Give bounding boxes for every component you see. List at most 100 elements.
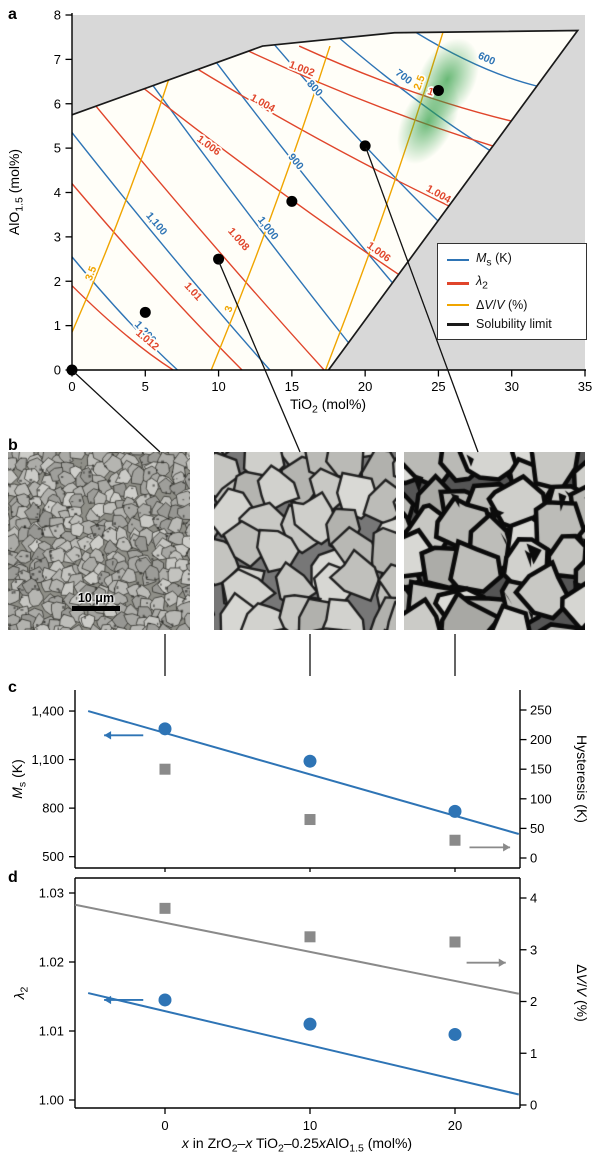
svg-text:50: 50 [530,821,544,836]
lambda2-volume-chart: 1.00 1.01 1.02 1.03 0 1 2 3 4 0 10 20 λ2 ΔV/V (%) x in… [11,877,590,1155]
panel-label-a: a [8,6,17,23]
axes: 0 5 10 15 20 25 30 35 0 1 2 3 4 5 6 7 8 [54,8,592,395]
svg-text:7: 7 [54,52,61,67]
volume-change-point [159,902,171,914]
svg-text:ΔV/V (%): ΔV/V (%) [574,964,590,1022]
ms-hysteresis-chart: 500 800 1,100 1,400 0 50 100 150 200 250 Ms (K) Hys… [9,690,590,872]
svg-text:1,100: 1,100 [31,752,64,767]
volume-change-point [449,936,461,948]
lambda2-point [448,1027,462,1041]
svg-text:6: 6 [54,96,61,111]
ms-point [448,804,462,818]
svg-text:0: 0 [530,851,537,866]
hysteresis-point [159,763,171,775]
data-markers [158,722,462,846]
ms-point [303,754,317,768]
right-axis-label: ΔV/V (%) [574,964,590,1022]
axis-ticks: 500 800 1,100 1,400 0 50 100 150 200 250 [31,703,552,872]
svg-text:10: 10 [303,1118,317,1133]
svg-text:0: 0 [530,1098,537,1113]
scale-bar: 10 μm [64,591,128,611]
left-axis-label: Ms (K) [9,759,29,798]
scale-bar-line [72,606,120,611]
sem-image-1 [8,452,190,630]
legend: Ms (K) λ2 ΔV/V (%) Solubility limit [437,243,587,340]
svg-text:200: 200 [530,732,552,747]
svg-text:2: 2 [54,274,61,289]
panel-label-b: b [8,437,18,454]
svg-text:0: 0 [161,1118,168,1133]
svg-text:20: 20 [448,1118,462,1133]
legend-line-swatch [447,323,469,326]
legend-item: ΔV/V (%) [447,298,577,312]
svg-text:15: 15 [285,379,299,394]
svg-text:4: 4 [54,185,61,200]
svg-text:4: 4 [530,891,537,906]
svg-text:λ2: λ2 [11,986,31,1000]
svg-text:1: 1 [54,318,61,333]
legend-line-swatch [447,282,469,285]
solubility-limit-line [71,29,580,371]
right-axis-label: Hysteresis (K) [574,735,590,823]
legend-label: Solubility limit [476,317,552,332]
svg-text:0: 0 [54,363,61,378]
svg-text:500: 500 [42,849,64,864]
hysteresis-point [449,834,461,846]
svg-text:1,400: 1,400 [31,704,64,719]
axis-arrows [104,958,506,1005]
svg-text:5: 5 [142,379,149,394]
legend-item: Solubility limit [447,317,577,331]
svg-text:1.01: 1.01 [39,1024,64,1039]
svg-text:AlO1.5 (mol%): AlO1.5 (mol%) [6,149,26,235]
x-axis-label: TiO2 (mol%) [290,396,366,416]
svg-text:35: 35 [578,379,592,394]
lambda2-point [158,993,172,1007]
x-axis-label: x in ZrO2–x TiO2–0.25xAlO1.5 (mol%) [181,1135,412,1155]
panel-label-c: c [8,679,17,696]
axis-ticks: 1.00 1.01 1.02 1.03 0 1 2 3 4 0 10 20 [39,886,538,1134]
svg-text:150: 150 [530,762,552,777]
data-markers [158,902,462,1041]
svg-text:Ms (K): Ms (K) [9,759,29,798]
sem-image-3 [404,452,585,630]
svg-text:1.02: 1.02 [39,955,64,970]
legend-label: λ2 [476,274,488,292]
legend-item: λ2 [447,274,577,292]
svg-text:100: 100 [530,791,552,806]
svg-text:5: 5 [54,141,61,156]
svg-text:TiO2 (mol%): TiO2 (mol%) [290,396,366,416]
legend-label: Ms (K) [476,251,512,269]
svg-text:1: 1 [530,1046,537,1061]
scale-bar-label: 10 μm [77,591,115,605]
hysteresis-point [304,814,316,826]
frame [74,690,521,869]
legend-line-swatch [447,258,469,262]
volume-change-point [304,931,316,943]
svg-text:3: 3 [54,229,61,244]
svg-text:3: 3 [530,942,537,957]
svg-text:30: 30 [504,379,518,394]
svg-text:Hysteresis (K): Hysteresis (K) [574,735,590,823]
svg-text:800: 800 [42,801,64,816]
sem-image-2 [214,452,396,630]
green-highlight [396,38,480,165]
lambda2-point [303,1017,317,1031]
trend-lines [74,903,520,1096]
contour-region [72,32,537,370]
legend-label: ΔV/V (%) [476,297,528,312]
axis-arrows [104,731,511,852]
svg-text:250: 250 [530,703,552,718]
svg-text:8: 8 [54,8,61,23]
svg-text:x in ZrO2–x TiO2–0.25xAlO1.5 (: x in ZrO2–x TiO2–0.25xAlO1.5 (mol%) [181,1135,412,1155]
left-axis-label: λ2 [11,986,31,1000]
svg-text:20: 20 [358,379,372,394]
svg-text:10: 10 [211,379,225,394]
y-axis-label: AlO1.5 (mol%) [6,149,26,235]
svg-text:25: 25 [431,379,445,394]
frame [74,877,521,1109]
legend-line-swatch [447,303,469,307]
svg-text:0: 0 [68,379,75,394]
legend-item: Ms (K) [447,251,577,269]
